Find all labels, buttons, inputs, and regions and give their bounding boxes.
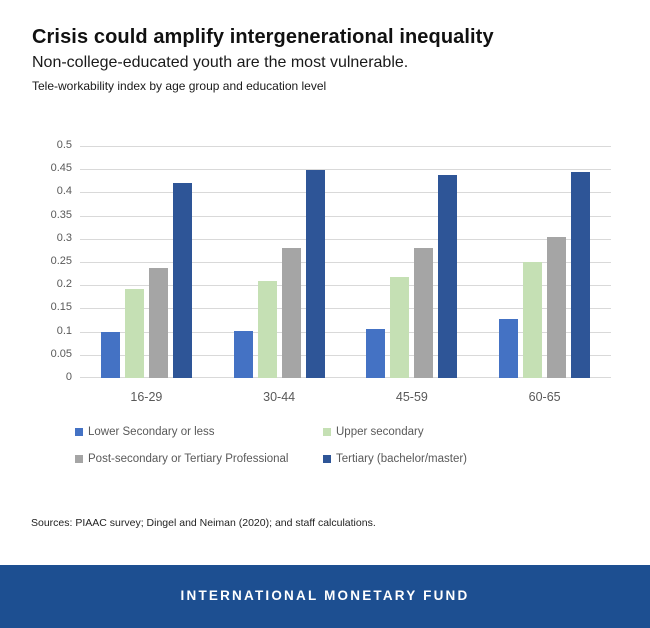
gridline	[80, 192, 611, 194]
legend-label: Lower Secondary or less	[88, 426, 215, 438]
y-axis-tick-label: 0.4	[56, 185, 72, 198]
y-axis-tick-label: 0.2	[56, 278, 72, 291]
legend-label: Post-secondary or Tertiary Professional	[88, 453, 289, 465]
legend-label: Upper secondary	[336, 426, 424, 438]
y-axis-tick-label: 0.15	[50, 301, 72, 314]
bar	[523, 262, 543, 378]
page-title: Crisis could amplify intergenerational i…	[32, 26, 494, 48]
legend-item: Lower Secondary or less	[75, 426, 323, 438]
legend-swatch	[323, 455, 331, 463]
y-axis-tick-label: 0.3	[56, 231, 72, 244]
sources-note: Sources: PIAAC survey; Dingel and Neiman…	[31, 517, 376, 529]
y-axis-tick-label: 0.35	[50, 208, 72, 221]
y-axis-tick-label: 0.45	[50, 162, 72, 175]
bar	[305, 170, 325, 378]
bar	[100, 332, 120, 378]
header: Crisis could amplify intergenerational i…	[32, 26, 632, 93]
legend-item: Upper secondary	[323, 426, 467, 438]
imf-brand-text: INTERNATIONAL MONETARY FUND	[180, 588, 470, 603]
x-axis-label: 30-44	[263, 390, 296, 404]
y-axis-tick-label: 0.5	[56, 139, 72, 151]
chart-legend: Lower Secondary or less Upper secondary Po…	[75, 426, 467, 465]
gridline	[80, 238, 611, 240]
gridline	[80, 308, 611, 310]
page-subtitle: Non-college-educated youth are the most …	[32, 54, 409, 71]
bar	[390, 277, 410, 378]
x-axis-label: 16-29	[130, 390, 163, 404]
x-axis-label: 45-59	[395, 390, 428, 404]
gridline	[80, 354, 611, 356]
bar	[281, 248, 301, 378]
legend-swatch	[75, 455, 83, 463]
legend-label: Tertiary (bachelor/master)	[336, 453, 468, 465]
bar	[547, 237, 567, 378]
y-axis-tick-label: 0.25	[50, 255, 72, 267]
bar	[438, 175, 458, 378]
legend-swatch	[323, 428, 331, 436]
bar-group-60-65	[478, 146, 611, 378]
x-axis-label: 60-65	[528, 390, 561, 404]
gridline	[80, 262, 611, 263]
legend-item: Tertiary (bachelor/master)	[323, 453, 467, 465]
bar	[414, 248, 434, 378]
gridline	[80, 215, 611, 217]
legend-swatch	[75, 428, 83, 436]
gridline	[80, 377, 611, 378]
bar	[366, 329, 386, 378]
bar-group-16-29	[80, 146, 213, 378]
bar-chart: 0 0.05 0.1 0.15 0.2 0.25 0.3 0.35 0.4 0.45 0.5 16-…	[50, 139, 611, 404]
bar	[124, 289, 144, 378]
gridline	[80, 331, 611, 333]
gridline	[80, 146, 611, 147]
gridline	[80, 169, 611, 171]
y-axis-tick-label: 0.1	[56, 324, 72, 337]
y-axis-tick-label: 0	[65, 371, 72, 383]
chart-caption: Tele-workability index by age group and …	[32, 79, 327, 94]
bar	[571, 172, 591, 378]
bar	[233, 331, 253, 378]
plot-area	[80, 146, 611, 378]
bar	[257, 281, 277, 378]
footer-bar: INTERNATIONAL MONETARY FUND	[0, 565, 650, 628]
gridline	[80, 285, 611, 287]
legend-item: Post-secondary or Tertiary Professional	[75, 453, 323, 465]
y-axis-tick-label: 0.05	[50, 347, 72, 360]
bar-group-30-44	[213, 146, 346, 378]
bar	[148, 268, 168, 378]
bar-group-45-59	[346, 146, 479, 378]
bar	[499, 319, 519, 378]
bar	[172, 183, 192, 378]
